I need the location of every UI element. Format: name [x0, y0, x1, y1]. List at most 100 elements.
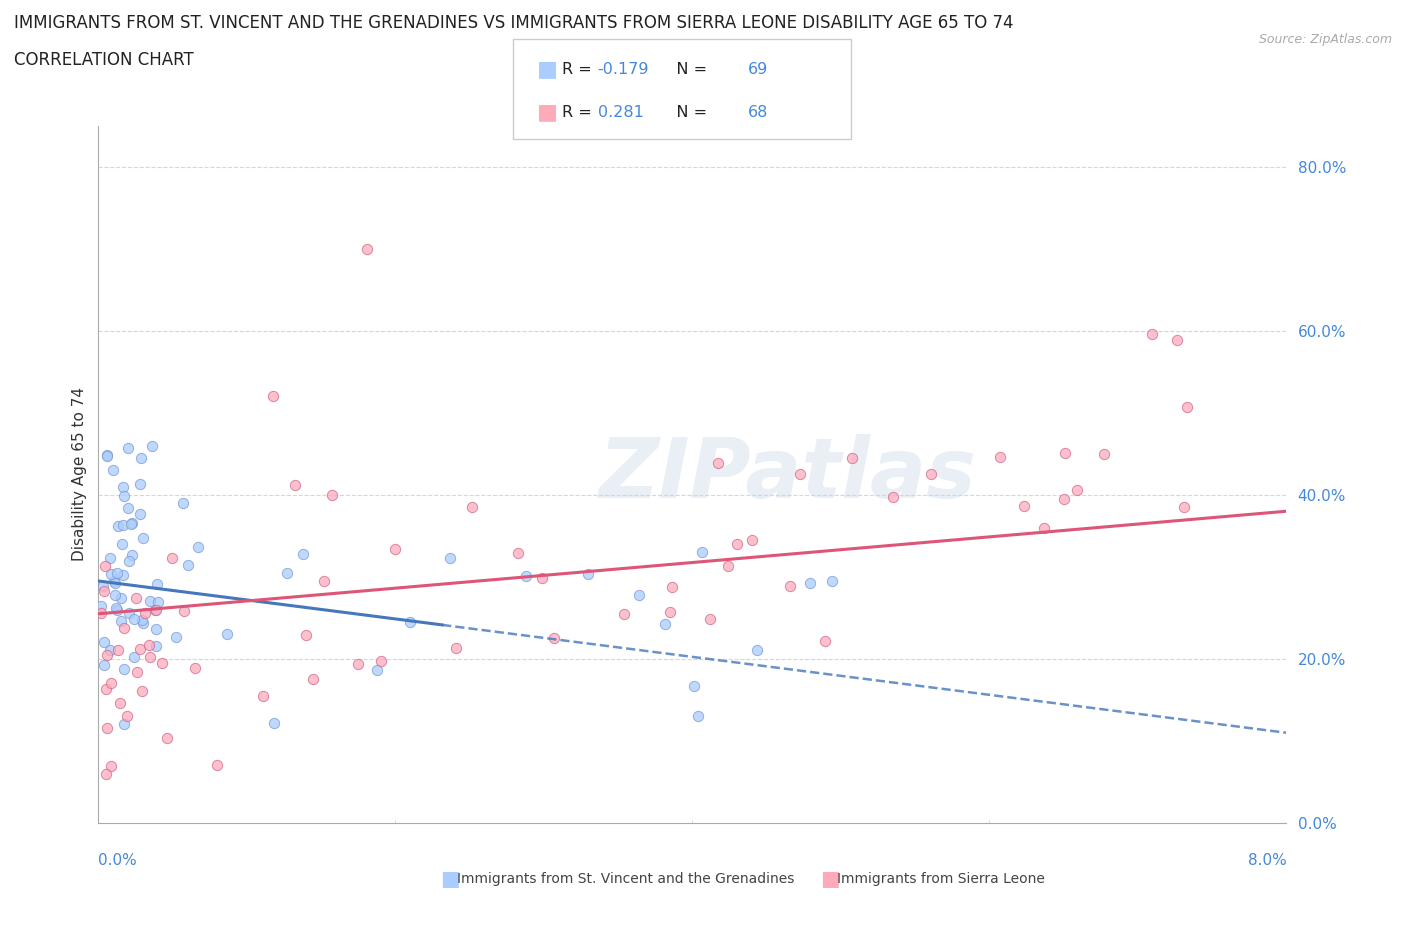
Point: [90, 599, 112, 614]
Point: [112, 567, 135, 582]
Point: [146, 595, 169, 610]
Text: R =: R =: [562, 61, 598, 77]
Point: [107, 643, 129, 658]
Point: [96, 448, 118, 463]
Point: [284, 478, 307, 493]
Point: [177, 557, 200, 572]
Text: 8.0%: 8.0%: [1247, 853, 1286, 868]
Point: [105, 603, 128, 618]
Point: [215, 627, 238, 642]
Point: [98, 642, 121, 657]
Point: [121, 548, 143, 563]
Point: [346, 657, 368, 671]
Point: [841, 451, 863, 466]
Point: [131, 684, 153, 698]
Point: [1175, 399, 1198, 414]
Point: [139, 649, 162, 664]
Point: [1053, 445, 1076, 460]
Point: [314, 574, 336, 589]
Point: [205, 758, 228, 773]
Point: [96, 721, 118, 736]
Point: [356, 241, 378, 256]
Point: [125, 664, 148, 679]
Point: [799, 576, 821, 591]
Point: [122, 649, 145, 664]
Point: [145, 638, 167, 653]
Point: [725, 537, 748, 551]
Point: [107, 519, 129, 534]
Point: [138, 637, 160, 652]
Text: IMMIGRANTS FROM ST. VINCENT AND THE GRENADINES VS IMMIGRANTS FROM SIERRA LEONE D: IMMIGRANTS FROM ST. VINCENT AND THE GREN…: [14, 14, 1014, 32]
Point: [160, 551, 183, 565]
Point: [129, 507, 152, 522]
Point: [96, 766, 118, 781]
Text: ■: ■: [440, 869, 460, 889]
Point: [439, 551, 461, 565]
Text: CORRELATION CHART: CORRELATION CHART: [14, 51, 194, 69]
Point: [690, 544, 713, 559]
Point: [131, 613, 153, 628]
Point: [1166, 332, 1188, 347]
Point: [104, 601, 127, 616]
Point: [120, 516, 142, 531]
Point: [366, 662, 388, 677]
Text: Immigrants from Sierra Leone: Immigrants from Sierra Leone: [837, 871, 1045, 886]
Point: [165, 630, 187, 644]
Point: [291, 546, 314, 561]
Point: [91, 578, 114, 593]
Text: ■: ■: [537, 102, 558, 122]
Point: [93, 658, 115, 672]
Text: 69: 69: [748, 61, 768, 77]
Point: [384, 541, 406, 556]
Point: [882, 490, 904, 505]
Point: [1092, 446, 1115, 461]
Point: [141, 438, 163, 453]
Point: [654, 617, 676, 631]
Point: [276, 565, 298, 580]
Point: [683, 678, 706, 693]
Point: [112, 488, 135, 503]
Point: [988, 450, 1011, 465]
Point: [143, 603, 166, 618]
Point: [94, 681, 117, 696]
Point: [789, 466, 811, 481]
Text: -0.179: -0.179: [598, 61, 650, 77]
Point: [531, 570, 554, 585]
Point: [263, 715, 285, 730]
Point: [821, 574, 844, 589]
Point: [321, 487, 343, 502]
Text: 68: 68: [748, 104, 768, 120]
Point: [173, 604, 195, 618]
Point: [110, 614, 132, 629]
Text: N =: N =: [661, 61, 711, 77]
Point: [184, 660, 207, 675]
Text: Source: ZipAtlas.com: Source: ZipAtlas.com: [1258, 33, 1392, 46]
Point: [117, 441, 139, 456]
Point: [115, 709, 138, 724]
Text: N =: N =: [661, 104, 711, 120]
Point: [103, 463, 125, 478]
Text: 0.281: 0.281: [598, 104, 644, 120]
Text: R =: R =: [562, 104, 602, 120]
Point: [295, 628, 318, 643]
Point: [920, 467, 942, 482]
Point: [117, 500, 139, 515]
Point: [659, 604, 682, 619]
Point: [145, 577, 167, 591]
Point: [543, 631, 565, 645]
Point: [627, 588, 650, 603]
Point: [506, 546, 529, 561]
Text: Immigrants from St. Vincent and the Grenadines: Immigrants from St. Vincent and the Gren…: [457, 871, 794, 886]
Point: [100, 566, 122, 581]
Point: [576, 567, 599, 582]
Point: [741, 533, 763, 548]
Point: [112, 620, 135, 635]
Point: [111, 537, 134, 551]
Point: [128, 476, 150, 491]
Point: [1173, 499, 1195, 514]
Point: [262, 389, 284, 404]
Point: [111, 479, 134, 494]
Point: [93, 583, 115, 598]
Point: [156, 731, 179, 746]
Point: [118, 605, 141, 620]
